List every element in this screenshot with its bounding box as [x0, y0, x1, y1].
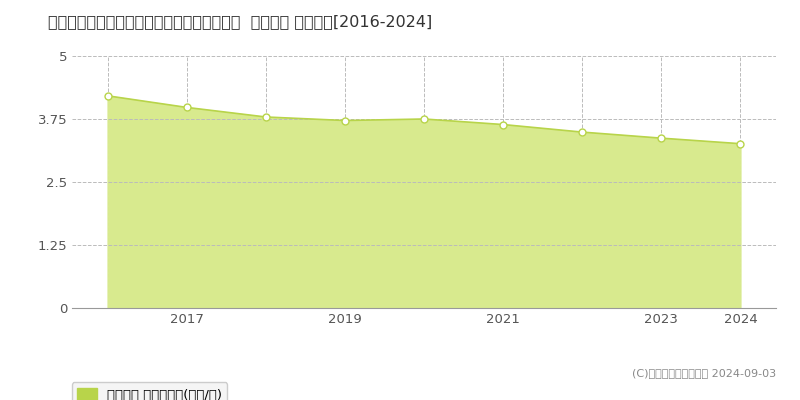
Point	[655, 135, 668, 141]
Point	[497, 121, 510, 128]
Point	[180, 104, 193, 111]
Text: 愛知県知多郡南知多町大字山海字小山８９番  地価公示 地価推移[2016-2024]: 愛知県知多郡南知多町大字山海字小山８９番 地価公示 地価推移[2016-2024…	[48, 14, 432, 29]
Point	[576, 129, 589, 135]
Point	[338, 117, 351, 124]
Text: (C)土地価格ドットコム 2024-09-03: (C)土地価格ドットコム 2024-09-03	[632, 368, 776, 378]
Point	[418, 116, 430, 122]
Legend: 地価公示 平均坪単価(万円/坪): 地価公示 平均坪単価(万円/坪)	[71, 382, 227, 400]
Point	[734, 140, 747, 147]
Point	[101, 93, 114, 99]
Point	[259, 114, 272, 120]
